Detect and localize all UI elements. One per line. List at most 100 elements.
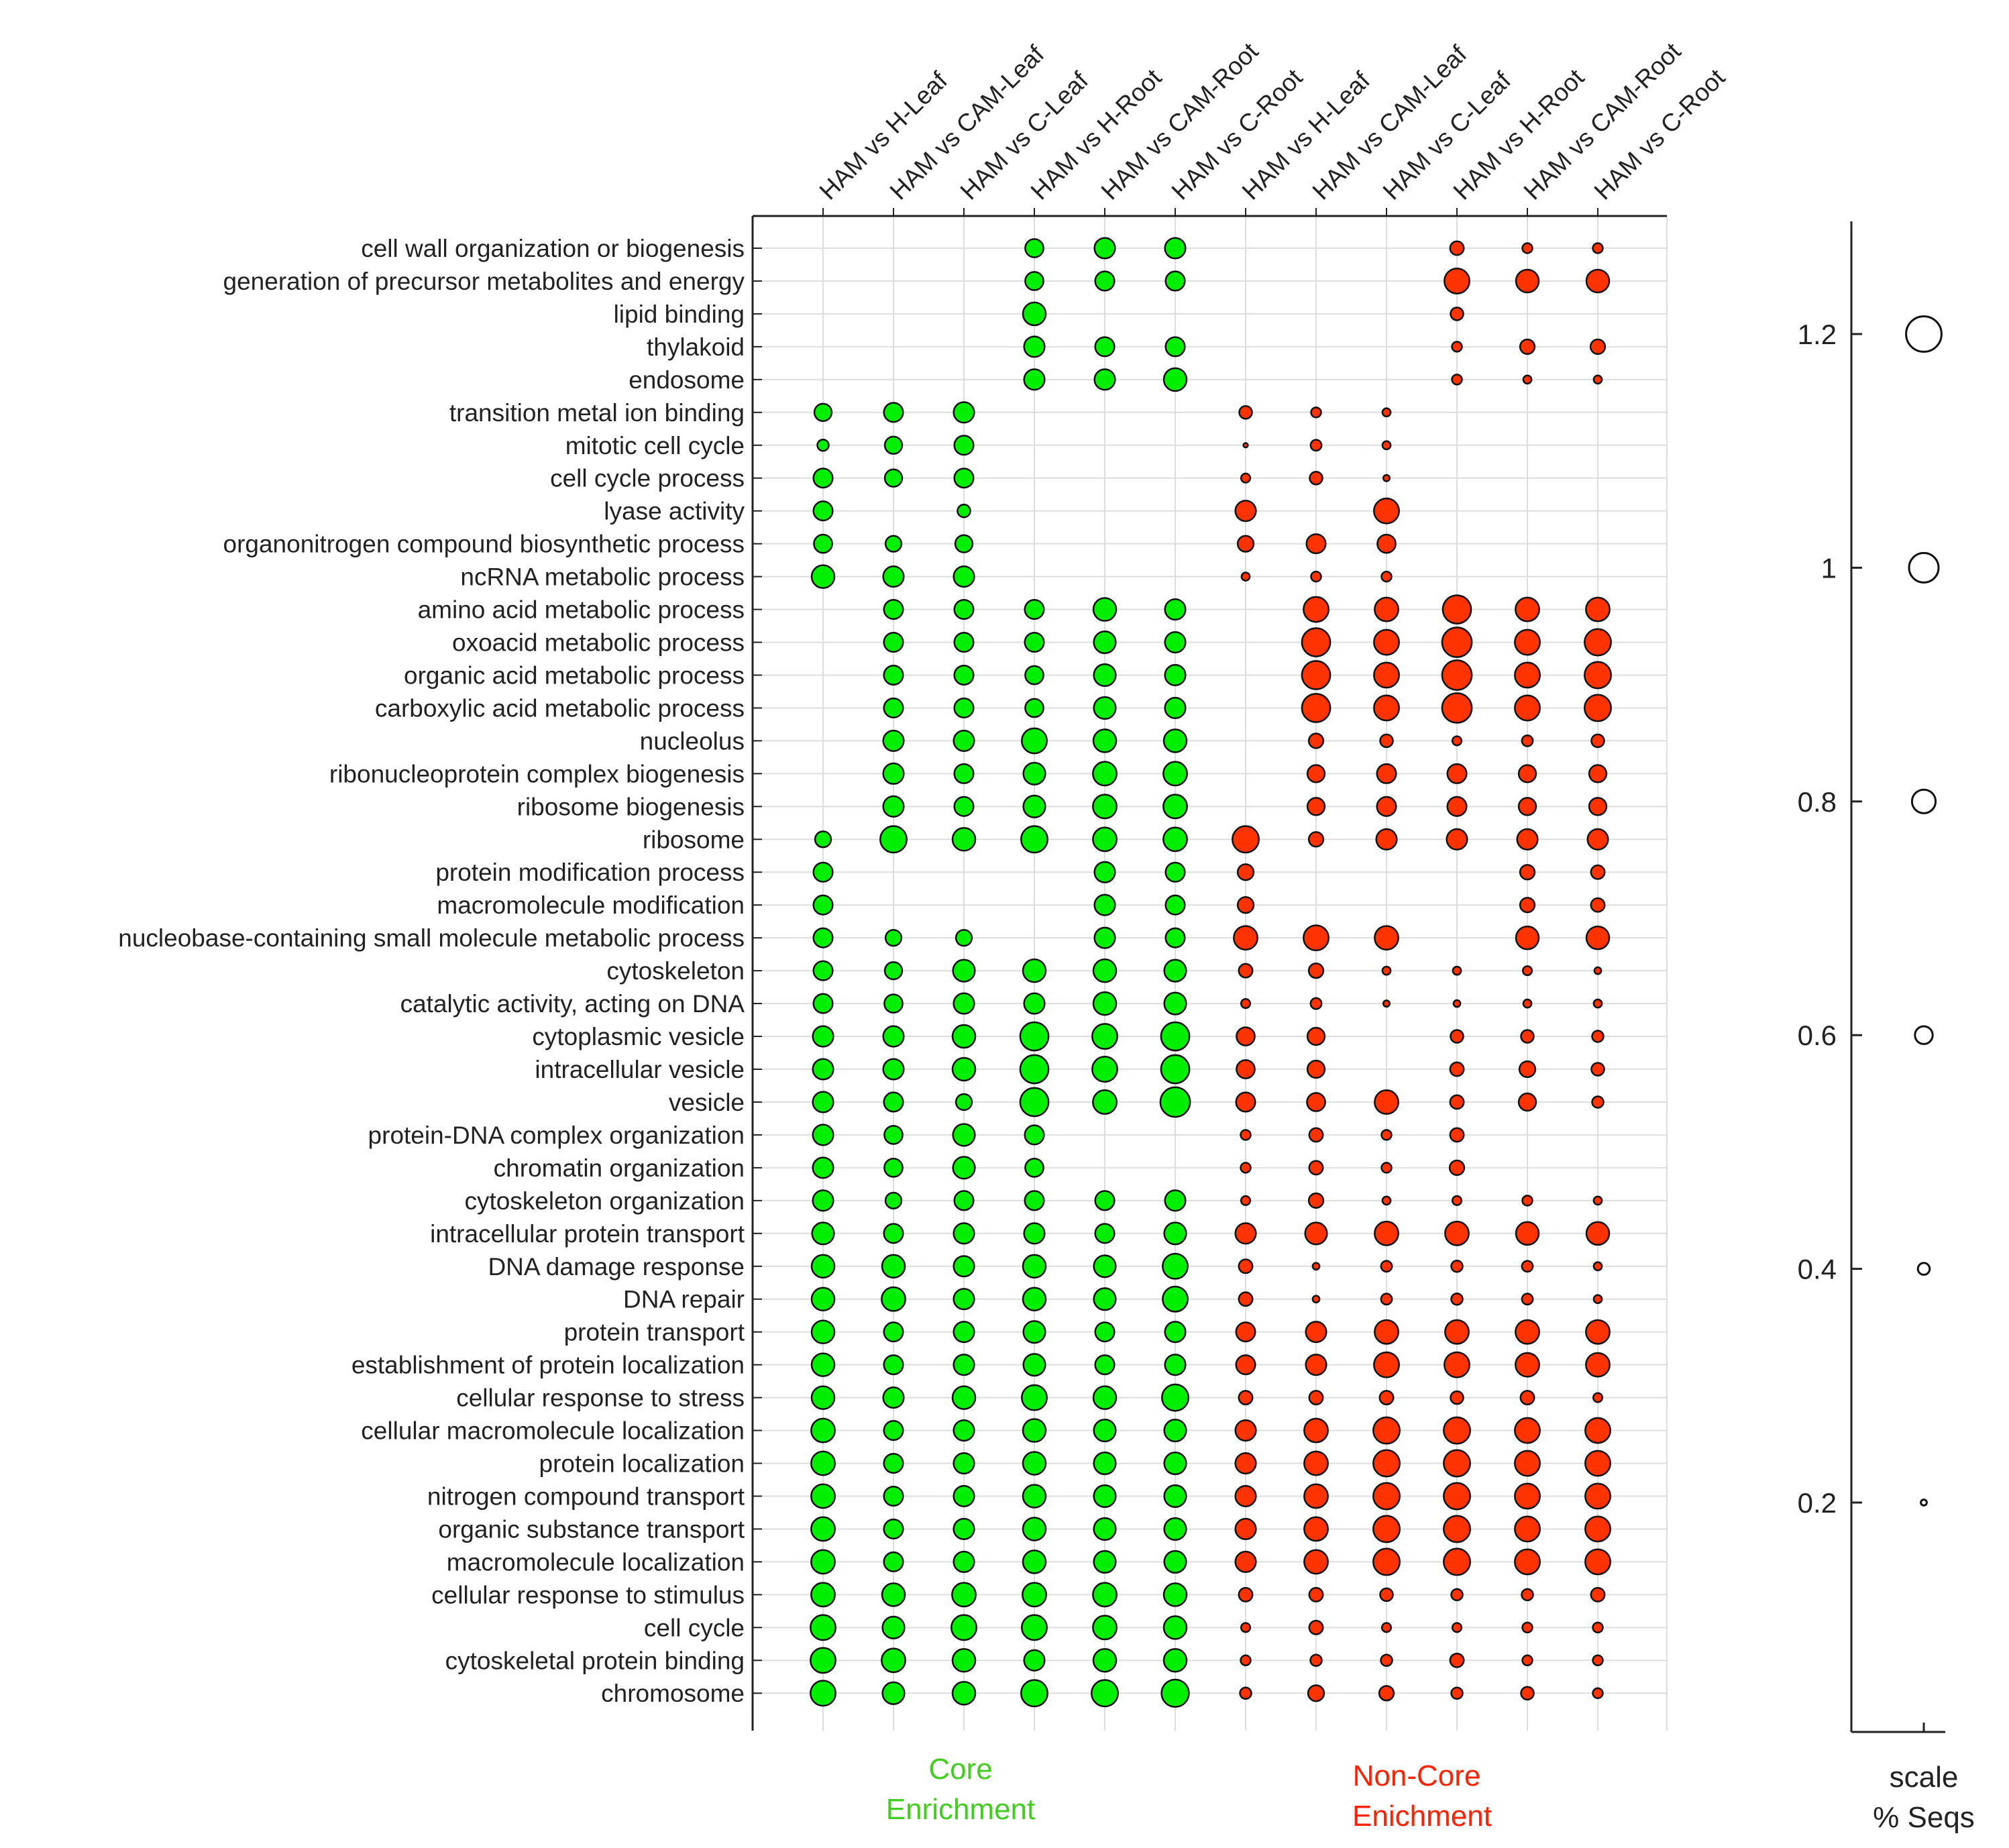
bubble [1522,998,1533,1009]
bubble [810,1254,836,1279]
bubble [1240,572,1251,582]
row-label: transition metal ion binding [449,399,745,427]
bubble [1521,734,1534,747]
bubble [1303,1417,1329,1444]
row-label: lipid binding [614,301,745,328]
bubble [1372,1515,1401,1543]
bubble [1022,1550,1047,1574]
bubble [1379,1587,1394,1602]
bubble [883,1452,904,1474]
bubble [1240,1195,1252,1206]
bubble [882,1025,905,1048]
row-label: cell wall organization or biogenesis [361,235,745,262]
bubble [1232,825,1260,854]
bubble [1023,992,1046,1015]
bubble [1590,1062,1605,1077]
bubble [952,959,976,983]
row-label: amino acid metabolic process [418,596,745,624]
bubble [1515,1319,1540,1345]
bubble [1164,927,1186,948]
bubble [1235,1354,1256,1376]
bubble [1093,893,1116,916]
row-label: catalytic activity, acting on DNA [400,990,745,1018]
bubble [814,830,832,849]
bubble [1373,1351,1400,1378]
bubble [1022,761,1046,785]
row-label: nitrogen compound transport [427,1482,745,1510]
bubble [1160,1678,1190,1708]
bubble [1450,1588,1464,1602]
bubble [1311,1295,1321,1304]
bubble [1092,1582,1118,1608]
row-label: cytoskeletal protein binding [445,1647,745,1674]
bubble [883,631,904,653]
bubble [1311,1262,1321,1271]
row-label: protein transport [564,1319,745,1346]
bubble [1519,338,1536,356]
row-label: cell cycle [644,1614,745,1641]
bubble [1091,1679,1119,1708]
bubble [1380,1293,1393,1306]
bubble [883,468,904,488]
bubble [1309,1653,1323,1668]
bubble [955,929,973,947]
bubble [1585,596,1611,622]
bubble [1449,1061,1465,1077]
bubble [883,1485,904,1507]
bubble [1519,864,1536,881]
noncore-group-label: Non-Core Enichment [1352,1759,1492,1833]
bubble [1161,1383,1189,1412]
bubble [1590,897,1606,913]
bubble [1585,1319,1611,1345]
bubble [1585,1221,1611,1246]
row-label: cytoplasmic vesicle [532,1023,745,1050]
bubble [1451,1195,1463,1206]
bubble [1022,1287,1047,1311]
bubble [1372,1547,1401,1576]
bubble [1381,1195,1392,1206]
bubble [883,1551,904,1572]
bubble [1164,598,1187,621]
bubble [951,1024,977,1049]
bubble [883,1354,904,1376]
bubble [1374,596,1399,622]
bubble [1301,693,1332,723]
bubble [1521,1588,1534,1602]
bubble [1022,1254,1047,1279]
bubble [1306,1092,1326,1112]
bubble [883,664,904,686]
bubble [881,1254,906,1279]
bubble [813,402,833,422]
bubble [1024,238,1044,258]
bubble [1164,270,1186,292]
bubble [1589,338,1607,356]
bubble [1446,828,1468,851]
bubble [810,1614,836,1641]
bubble [1094,1190,1116,1211]
bubble [1444,1351,1470,1378]
bubble [1023,335,1046,358]
bubble [1588,764,1608,783]
bubble [810,564,836,589]
row-label: intracellular protein transport [430,1220,745,1248]
bubble [953,1190,975,1211]
bubble [1374,1089,1399,1115]
bubble [882,729,905,752]
bubble [1020,1679,1048,1708]
noncore-label-line2: Enichment [1352,1800,1492,1833]
bubble [883,1158,904,1178]
bubble [883,1518,904,1539]
bubble [1378,1685,1395,1702]
bubble [1094,270,1116,292]
bubble [1234,500,1257,523]
bubble [957,503,971,519]
bubble [1444,1220,1470,1246]
bubble [881,1647,906,1674]
bubble [1307,732,1325,749]
bubble [1094,1354,1116,1376]
bubble [811,1221,835,1246]
bubble [953,992,975,1015]
bubble [1092,761,1118,787]
bubble [1234,1550,1257,1573]
bubble [953,729,975,752]
